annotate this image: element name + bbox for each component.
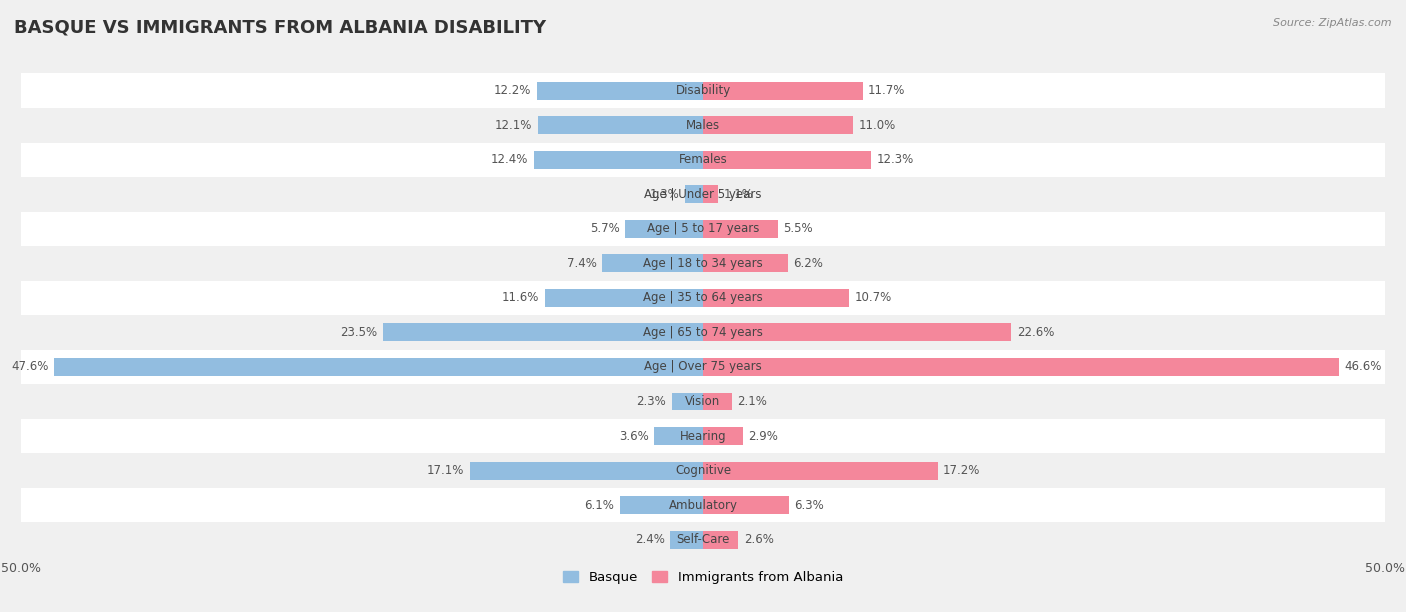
Bar [53, 358, 703, 376]
Text: Females: Females [679, 153, 727, 166]
Bar [382, 324, 703, 341]
Bar [703, 185, 718, 203]
Bar [21, 453, 1385, 488]
Bar [685, 185, 703, 203]
Text: 11.0%: 11.0% [859, 119, 896, 132]
Bar [703, 392, 731, 411]
Text: Cognitive: Cognitive [675, 464, 731, 477]
Bar [654, 427, 703, 445]
Text: 6.2%: 6.2% [793, 257, 823, 270]
Bar [21, 177, 1385, 212]
Text: 17.2%: 17.2% [943, 464, 980, 477]
Text: 5.5%: 5.5% [783, 222, 813, 236]
Bar [21, 349, 1385, 384]
Text: 12.2%: 12.2% [494, 84, 531, 97]
Bar [703, 289, 849, 307]
Text: 22.6%: 22.6% [1017, 326, 1054, 339]
Bar [620, 496, 703, 514]
Text: 11.6%: 11.6% [502, 291, 540, 304]
Bar [21, 281, 1385, 315]
Bar [538, 116, 703, 134]
Bar [534, 151, 703, 169]
Text: 10.7%: 10.7% [855, 291, 891, 304]
Text: Age | Under 5 years: Age | Under 5 years [644, 188, 762, 201]
Text: BASQUE VS IMMIGRANTS FROM ALBANIA DISABILITY: BASQUE VS IMMIGRANTS FROM ALBANIA DISABI… [14, 18, 546, 36]
Bar [703, 496, 789, 514]
Text: 2.9%: 2.9% [748, 430, 778, 442]
Text: 2.1%: 2.1% [737, 395, 766, 408]
Text: 46.6%: 46.6% [1344, 360, 1381, 373]
Text: 47.6%: 47.6% [11, 360, 48, 373]
Bar [703, 220, 778, 238]
Bar [21, 212, 1385, 246]
Text: Source: ZipAtlas.com: Source: ZipAtlas.com [1274, 18, 1392, 28]
Bar [672, 392, 703, 411]
Text: 6.1%: 6.1% [585, 499, 614, 512]
Text: 1.1%: 1.1% [724, 188, 754, 201]
Text: 2.6%: 2.6% [744, 533, 773, 546]
Text: 3.6%: 3.6% [619, 430, 648, 442]
Bar [21, 384, 1385, 419]
Bar [671, 531, 703, 548]
Bar [544, 289, 703, 307]
Text: 12.1%: 12.1% [495, 119, 533, 132]
Bar [21, 419, 1385, 453]
Bar [21, 108, 1385, 143]
Bar [602, 255, 703, 272]
Bar [703, 82, 862, 100]
Text: 11.7%: 11.7% [868, 84, 905, 97]
Bar [703, 531, 738, 548]
Text: Disability: Disability [675, 84, 731, 97]
Text: 2.3%: 2.3% [637, 395, 666, 408]
Text: Age | 35 to 64 years: Age | 35 to 64 years [643, 291, 763, 304]
Bar [703, 324, 1011, 341]
Bar [703, 427, 742, 445]
Text: Self-Care: Self-Care [676, 533, 730, 546]
Text: 17.1%: 17.1% [427, 464, 464, 477]
Bar [470, 461, 703, 480]
Bar [537, 82, 703, 100]
Text: Age | 18 to 34 years: Age | 18 to 34 years [643, 257, 763, 270]
Text: Hearing: Hearing [679, 430, 727, 442]
Text: Age | Over 75 years: Age | Over 75 years [644, 360, 762, 373]
Text: Vision: Vision [685, 395, 721, 408]
Bar [21, 523, 1385, 557]
Text: Ambulatory: Ambulatory [668, 499, 738, 512]
Text: 7.4%: 7.4% [567, 257, 596, 270]
Text: 12.3%: 12.3% [876, 153, 914, 166]
Text: 2.4%: 2.4% [636, 533, 665, 546]
Bar [21, 315, 1385, 349]
Text: 6.3%: 6.3% [794, 499, 824, 512]
Bar [21, 73, 1385, 108]
Bar [703, 255, 787, 272]
Text: 23.5%: 23.5% [340, 326, 377, 339]
Text: Males: Males [686, 119, 720, 132]
Bar [21, 488, 1385, 523]
Bar [703, 116, 853, 134]
Bar [703, 461, 938, 480]
Text: 5.7%: 5.7% [591, 222, 620, 236]
Text: 12.4%: 12.4% [491, 153, 529, 166]
Bar [703, 358, 1339, 376]
Legend: Basque, Immigrants from Albania: Basque, Immigrants from Albania [562, 571, 844, 584]
Text: Age | 65 to 74 years: Age | 65 to 74 years [643, 326, 763, 339]
Bar [21, 143, 1385, 177]
Bar [703, 151, 870, 169]
Bar [21, 246, 1385, 281]
Text: Age | 5 to 17 years: Age | 5 to 17 years [647, 222, 759, 236]
Bar [626, 220, 703, 238]
Text: 1.3%: 1.3% [650, 188, 681, 201]
